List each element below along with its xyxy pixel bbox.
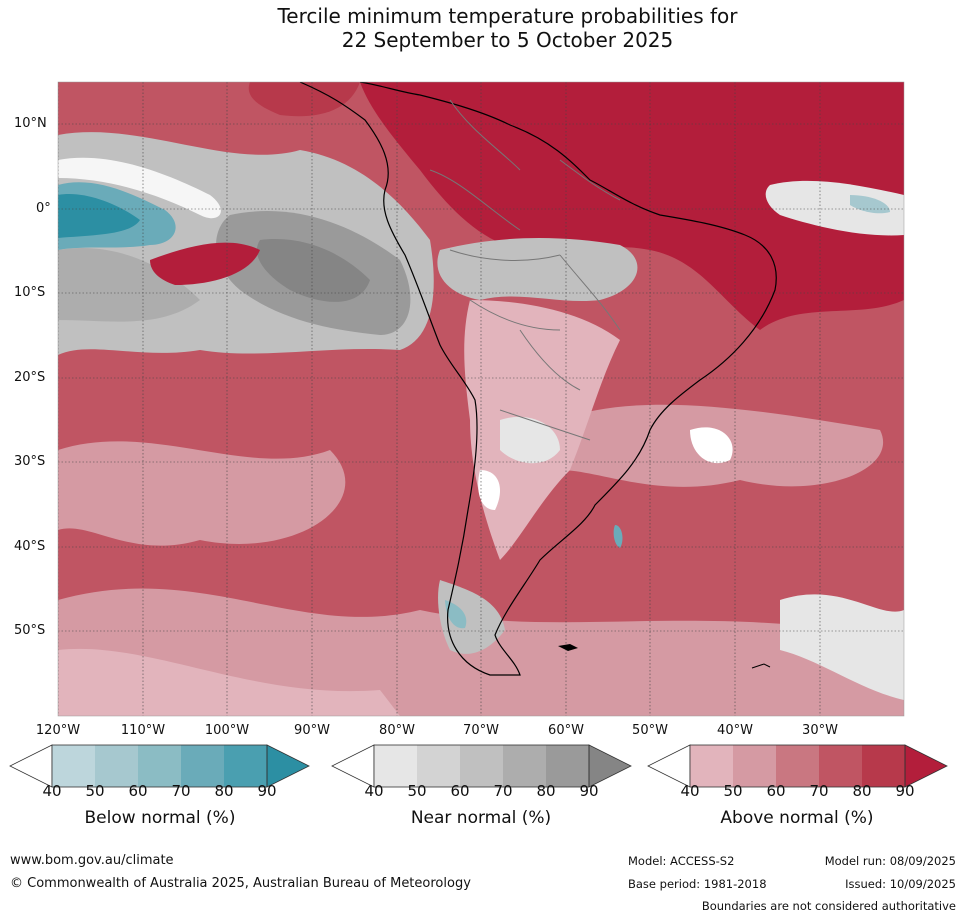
- near-normal-highest-zone: [256, 239, 370, 302]
- south-atlantic-below-spot: [613, 525, 623, 548]
- near-normal-west-zone: [58, 248, 200, 322]
- colorbar-tick: 40: [364, 782, 384, 800]
- below-normal-colorbar: [9, 744, 310, 788]
- near-normal-colorbar: [331, 744, 632, 788]
- colorbar-tick: 70: [809, 782, 829, 800]
- country-boundaries: [429, 99, 621, 441]
- colorbar-tick: 50: [407, 782, 427, 800]
- model-run-date: Model run: 08/09/2025: [824, 854, 956, 868]
- coastline: [299, 82, 777, 676]
- lat-label: 40°S: [14, 539, 46, 554]
- boundary-disclaimer: Boundaries are not considered authoritat…: [701, 899, 956, 913]
- patagonia-below-spot: [445, 600, 467, 629]
- title-line-2: 22 September to 5 October 2025: [341, 28, 674, 52]
- colorbar-tick: 90: [579, 782, 599, 800]
- colorbar-tick: 90: [895, 782, 915, 800]
- lat-label: 30°S: [14, 454, 46, 469]
- lat-label: 0°: [36, 201, 51, 216]
- lon-label: 100°W: [204, 723, 250, 738]
- north-pacific-high-zone: [248, 82, 360, 117]
- lon-label: 60°W: [548, 723, 584, 738]
- above-normal-highest-zone: [360, 82, 904, 330]
- base-period: Base period: 1981-2018: [628, 877, 767, 891]
- title-line-1: Tercile minimum temperature probabilitie…: [277, 4, 738, 28]
- below-normal-edge: [58, 157, 221, 219]
- south-atlantic-near-zone: [780, 594, 904, 700]
- near-normal-label: Near normal (%): [410, 808, 552, 828]
- above-normal-streak: [150, 242, 260, 285]
- southern-light-zone: [58, 648, 400, 716]
- colorbar-tick: 80: [536, 782, 556, 800]
- colorbar-tick: 70: [493, 782, 513, 800]
- colorbar-tick: 80: [852, 782, 872, 800]
- equatorial-atlantic-near-zone: [765, 180, 904, 236]
- south-pacific-moderate-zone: [58, 441, 346, 546]
- model-name: Model: ACCESS-S2: [628, 854, 735, 868]
- lat-label: 10°N: [14, 116, 47, 131]
- colorbar-tick: 60: [766, 782, 786, 800]
- interior-near-spot: [500, 416, 560, 464]
- south-georgia: [751, 663, 771, 669]
- lat-label: 50°S: [14, 623, 46, 638]
- colorbar-tick: 40: [680, 782, 700, 800]
- lon-label: 40°W: [717, 723, 753, 738]
- lon-label: 50°W: [632, 723, 668, 738]
- above-normal-colorbar: [647, 744, 948, 788]
- lon-label: 80°W: [379, 723, 415, 738]
- andes-white-spot: [478, 470, 500, 510]
- map-title: Tercile minimum temperature probabilitie…: [0, 4, 965, 52]
- colorbar-tick: 60: [128, 782, 148, 800]
- lat-label: 10°S: [14, 285, 46, 300]
- patagonia-near-zone: [438, 580, 505, 654]
- above-normal-label: Above normal (%): [720, 808, 874, 828]
- lat-label: 20°S: [14, 370, 46, 385]
- colorbar-tick: 90: [257, 782, 277, 800]
- south-atlantic-white-spot: [690, 427, 733, 464]
- amazon-near-zone: [437, 238, 638, 302]
- copyright-text: © Commonwealth of Australia 2025, Austra…: [10, 876, 471, 891]
- lon-label: 120°W: [35, 723, 81, 738]
- colorbar-tick: 50: [85, 782, 105, 800]
- website-link[interactable]: www.bom.gov.au/climate: [10, 853, 174, 868]
- map-frame: [57, 81, 905, 717]
- colorbar-tick: 40: [42, 782, 62, 800]
- gridlines: [58, 82, 904, 716]
- colorbar-tick: 70: [171, 782, 191, 800]
- below-normal-high-zone: [58, 194, 140, 238]
- lon-label: 110°W: [120, 723, 166, 738]
- colorbar-tick: 50: [723, 782, 743, 800]
- lon-label: 30°W: [802, 723, 838, 738]
- lon-label: 90°W: [294, 723, 330, 738]
- issued-date: Issued: 10/09/2025: [845, 877, 956, 891]
- lon-label: 70°W: [463, 723, 499, 738]
- colorbar-tick: 60: [450, 782, 470, 800]
- falkland-islands: [558, 644, 578, 651]
- below-normal-label: Below normal (%): [84, 808, 236, 828]
- colorbar-tick: 80: [214, 782, 234, 800]
